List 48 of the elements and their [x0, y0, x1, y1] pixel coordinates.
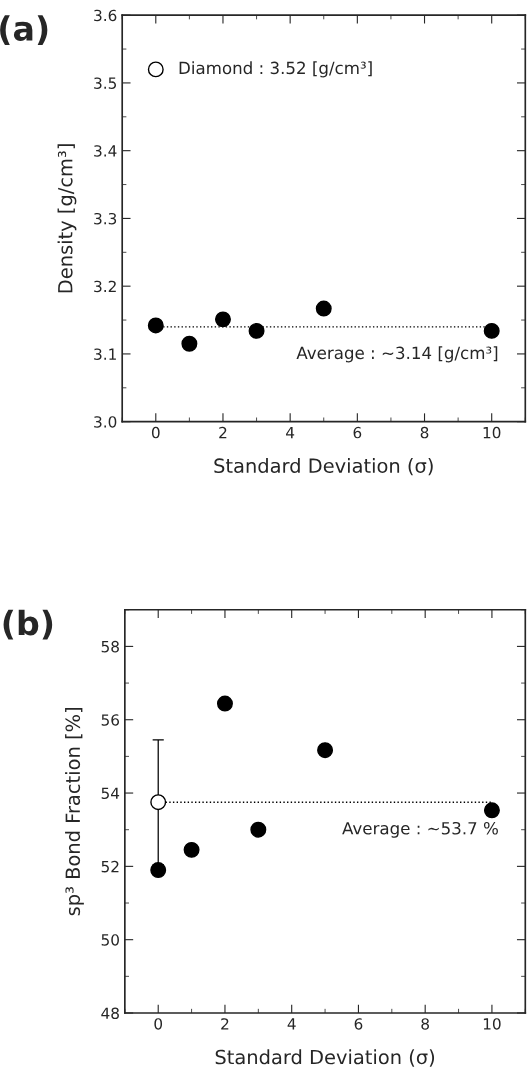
y-tick-label: 54	[101, 787, 120, 800]
point	[150, 794, 167, 811]
x-tick-label: 0	[154, 1018, 163, 1030]
x-tick-label: 10	[483, 1018, 501, 1030]
x-tick-label: 10	[483, 426, 501, 439]
point	[250, 821, 267, 838]
y-tick-label: 3.6	[94, 9, 117, 22]
point	[483, 802, 500, 819]
chart-title: (b)	[3, 609, 53, 640]
x-axis-title: Standard Deviation (σ)	[215, 1049, 435, 1067]
annotation: Diamond : 3.52 [g/cm³]	[179, 61, 372, 78]
point	[214, 311, 231, 328]
point	[147, 61, 164, 78]
text: 3.0	[94, 416, 117, 428]
point	[248, 322, 265, 339]
point	[317, 742, 334, 759]
y-tick-label: 56	[101, 714, 120, 726]
y-tick-label: 3.3	[94, 212, 117, 225]
x-tick-label: 6	[354, 1018, 363, 1030]
x-tick-label: 8	[420, 426, 429, 439]
point	[147, 317, 164, 334]
x-tick-label: 2	[221, 1018, 229, 1030]
x-tick-label: 4	[287, 1018, 296, 1030]
point	[150, 862, 167, 879]
y-tick-label: 58	[101, 640, 119, 653]
point	[216, 695, 233, 712]
x-tick-label: 0	[151, 426, 160, 439]
x-axis-title: Standard Deviation (σ)	[214, 457, 433, 476]
point	[315, 300, 332, 317]
ref-line-label: Average : ~3.14 [g/cm³]	[296, 346, 498, 363]
x-tick-label: 8	[421, 1018, 429, 1030]
y-tick-label: 52	[101, 860, 119, 873]
x-tick-label: 2	[219, 426, 227, 439]
y-tick-label: 3.4	[94, 145, 117, 157]
ref-line-label: Average : ~53.7 %	[342, 821, 498, 838]
y-tick-label: 48	[101, 1007, 119, 1020]
y-tick-label: 50	[101, 934, 119, 946]
point	[483, 322, 500, 339]
point	[181, 335, 198, 352]
x-tick-label: 6	[353, 426, 362, 439]
y-tick-label: 3.2	[94, 280, 116, 293]
chart-title: (a)	[0, 15, 48, 45]
x-tick-label: 4	[286, 427, 295, 439]
y-tick-label: 3.1	[94, 348, 116, 360]
y-tick-label: 3.5	[94, 77, 116, 89]
point	[183, 841, 200, 858]
y-axis-title: Density [g/cm³]	[57, 144, 77, 293]
y-axis-title: sp³ Bond Fraction [%]	[65, 708, 84, 916]
